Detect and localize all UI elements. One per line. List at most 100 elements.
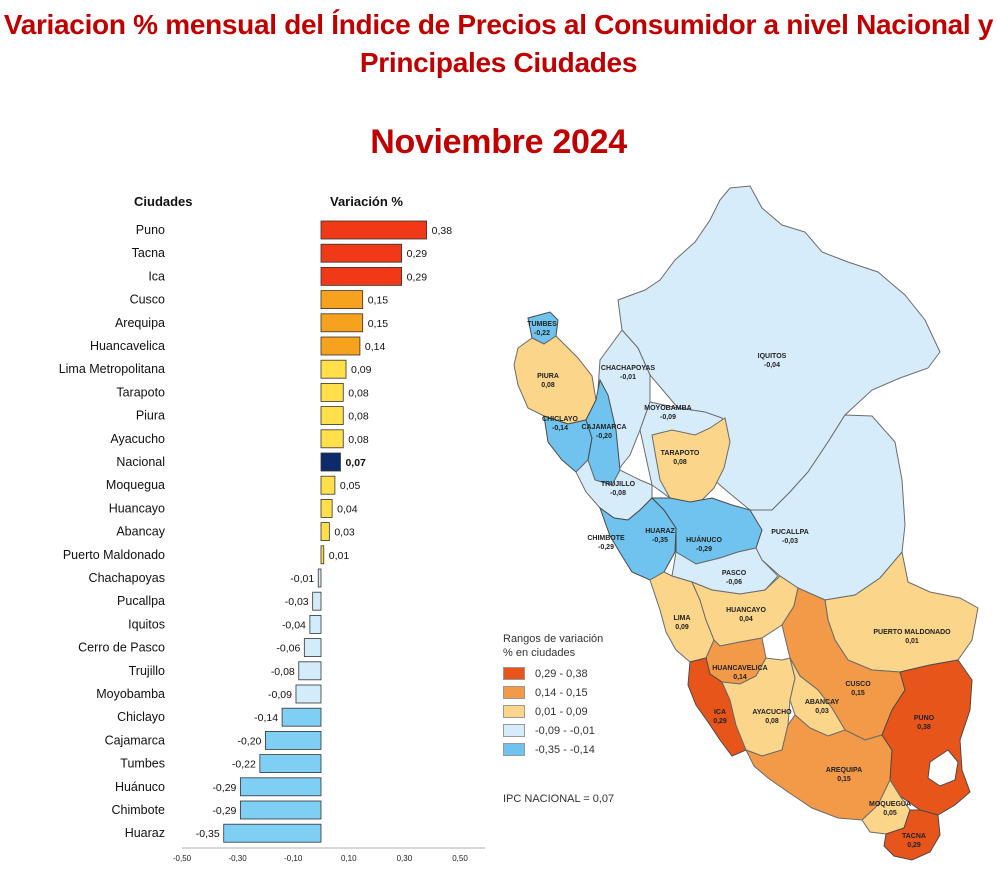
category-label: Abancay bbox=[116, 525, 165, 539]
data-label: -0,20 bbox=[237, 735, 261, 747]
category-label: Chachapoyas bbox=[89, 571, 165, 585]
title-line-2: Principales Ciudades bbox=[359, 47, 638, 78]
category-label: Puerto Maldonado bbox=[63, 548, 165, 562]
bar bbox=[223, 823, 322, 843]
data-label: 0,07 bbox=[345, 457, 366, 469]
legend-label: 0,14 - 0,15 bbox=[535, 686, 588, 699]
legend-swatch bbox=[503, 705, 525, 718]
bar bbox=[309, 615, 322, 634]
data-label: 0,05 bbox=[340, 480, 361, 492]
map-label: CHICLAYO -0,14 bbox=[542, 416, 578, 432]
data-label: 0,15 bbox=[368, 318, 389, 330]
category-label: Nacional bbox=[116, 455, 165, 469]
bar bbox=[320, 452, 341, 472]
peru-map: TUMBES -0,22 PIURA 0,08 CHACHAPOYAS -0,01 IQUI… bbox=[513, 185, 979, 861]
legend-item: 0,01 - 0,09 bbox=[503, 702, 603, 721]
legend-swatch bbox=[503, 724, 525, 737]
bar bbox=[298, 661, 322, 681]
bar bbox=[320, 382, 344, 402]
map-label: CAJAMARCA -0,20 bbox=[581, 424, 626, 440]
region-tacna bbox=[883, 809, 941, 861]
bar bbox=[303, 638, 322, 657]
legend-title-1: Rangos de variación bbox=[503, 633, 604, 645]
legend-item: 0,29 - 0,38 bbox=[503, 664, 603, 683]
map-label: IQUITOS -0,04 bbox=[758, 353, 787, 369]
category-label: Huánuco bbox=[115, 780, 165, 794]
data-label: 0,38 bbox=[432, 225, 453, 237]
bar bbox=[320, 522, 330, 541]
bar bbox=[320, 220, 428, 240]
data-label: -0,09 bbox=[268, 689, 292, 701]
map-label: TRUJILLO -0,08 bbox=[601, 481, 636, 497]
legend-label: 0,01 - 0,09 bbox=[535, 705, 588, 718]
bar bbox=[264, 731, 322, 750]
map-label: PUNO 0,38 bbox=[914, 715, 935, 731]
data-label: -0,22 bbox=[232, 759, 256, 771]
legend-swatch bbox=[503, 743, 525, 756]
data-label: 0,03 bbox=[334, 527, 355, 539]
bar bbox=[320, 336, 361, 356]
data-label: 0,01 bbox=[329, 550, 350, 562]
category-label: Huaraz bbox=[125, 826, 165, 840]
data-label: -0,06 bbox=[276, 643, 300, 655]
legend-item: -0,09 - -0,01 bbox=[503, 721, 603, 740]
map-label: AREQUIPA 0,15 bbox=[826, 767, 862, 783]
category-label: Arequipa bbox=[115, 316, 165, 330]
category-label: Tarapoto bbox=[116, 385, 165, 399]
column-header-variation: Variación % bbox=[330, 194, 403, 209]
map-label: PUERTO MALDONADO 0,01 bbox=[873, 629, 951, 645]
category-label: Iquitos bbox=[128, 617, 165, 631]
category-label: Cajamarca bbox=[105, 733, 165, 747]
data-label: 0,09 bbox=[351, 364, 372, 376]
bar bbox=[320, 359, 347, 379]
bar bbox=[320, 406, 344, 426]
legend-title-2: % en ciudades bbox=[503, 647, 576, 659]
x-tick-label: -0,50 bbox=[173, 854, 192, 863]
category-label: Lima Metropolitana bbox=[59, 362, 165, 376]
map-label: PIURA 0,08 bbox=[537, 373, 559, 389]
category-label: Tacna bbox=[132, 246, 165, 260]
map-label: TARAPOTO 0,08 bbox=[661, 450, 700, 466]
map-label: LIMA 0,09 bbox=[673, 615, 690, 631]
x-tick-label: -0,30 bbox=[228, 854, 247, 863]
legend-item: -0,35 - -0,14 bbox=[503, 740, 603, 759]
bar bbox=[259, 754, 322, 773]
legend-swatch bbox=[503, 667, 525, 680]
map-label: CHIMBOTE -0,29 bbox=[587, 535, 625, 551]
map-label: HUANCAVELICA 0,14 bbox=[712, 665, 767, 681]
data-label: 0,29 bbox=[407, 271, 428, 283]
category-label: Piura bbox=[136, 409, 165, 423]
data-label: 0,15 bbox=[368, 295, 389, 307]
legend-item: 0,14 - 0,15 bbox=[503, 683, 603, 702]
data-label: -0,01 bbox=[290, 573, 314, 585]
data-label: -0,08 bbox=[271, 666, 295, 678]
bar bbox=[295, 684, 322, 704]
category-label: Cerro de Pasco bbox=[78, 641, 165, 655]
map-label: TUMBES -0,22 bbox=[527, 321, 557, 337]
category-label: Moyobamba bbox=[96, 687, 165, 701]
bar bbox=[281, 707, 322, 727]
category-label: Chimbote bbox=[112, 803, 166, 817]
bar bbox=[239, 800, 322, 820]
map-label: HUANCAYO 0,04 bbox=[726, 607, 766, 623]
x-tick-label: 0,10 bbox=[341, 854, 357, 863]
ipc-nacional: IPC NACIONAL = 0,07 bbox=[503, 793, 615, 805]
category-label: Huancavelica bbox=[90, 339, 165, 353]
map-label: AYACUCHO 0,08 bbox=[752, 709, 792, 725]
map-label: MOYOBAMBA -0,09 bbox=[644, 405, 691, 421]
map-label: ABANCAY 0,03 bbox=[805, 699, 840, 715]
category-label: Trujillo bbox=[129, 664, 165, 678]
legend-label: 0,29 - 0,38 bbox=[535, 667, 588, 680]
legend-swatch bbox=[503, 686, 525, 699]
region-tarapoto bbox=[651, 417, 731, 507]
map-label: CHACHAPOYAS -0,01 bbox=[601, 365, 656, 381]
bar bbox=[320, 313, 364, 333]
data-label: -0,04 bbox=[282, 619, 306, 631]
bar bbox=[320, 429, 344, 449]
bar bbox=[320, 243, 403, 263]
map-label: ICA 0,29 bbox=[713, 709, 727, 725]
legend-label: -0,35 - -0,14 bbox=[535, 743, 595, 756]
bar bbox=[320, 266, 403, 286]
map-label: CUSCO 0,15 bbox=[845, 681, 871, 697]
subtitle: Noviembre 2024 bbox=[370, 123, 627, 161]
